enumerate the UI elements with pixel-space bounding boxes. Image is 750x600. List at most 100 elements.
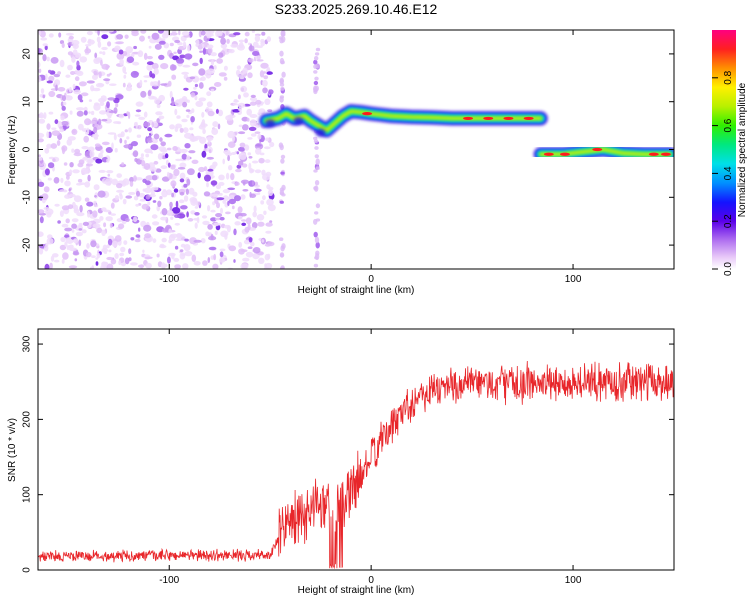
noise-speckle	[200, 238, 206, 244]
noise-speckle	[193, 86, 197, 90]
noise-speckle	[193, 261, 201, 266]
stripe-speckle	[314, 146, 319, 150]
noise-speckle	[195, 39, 200, 47]
noise-speckle	[258, 108, 266, 115]
noise-speckle	[119, 252, 125, 257]
noise-speckle	[249, 114, 258, 118]
stripe-speckle	[279, 253, 285, 258]
noise-speckle	[190, 210, 196, 215]
noise-speckle	[260, 200, 265, 205]
noise-speckle	[125, 46, 133, 54]
noise-speckle	[113, 133, 117, 141]
noise-speckle	[61, 258, 65, 264]
noise-speckle	[101, 141, 110, 146]
noise-speckle	[183, 183, 188, 188]
noise-speckle	[129, 176, 135, 183]
noise-speckle	[142, 249, 145, 253]
stripe-speckle	[315, 47, 321, 52]
noise-speckle	[46, 56, 50, 62]
noise-speckle	[220, 230, 229, 238]
noise-speckle	[51, 127, 57, 130]
noise-speckle	[222, 158, 225, 165]
noise-speckle	[72, 49, 78, 56]
noise-speckle	[73, 89, 81, 95]
noise-speckle	[133, 216, 138, 223]
noise-speckle	[223, 65, 228, 71]
noise-speckle	[169, 64, 176, 71]
noise-speckle	[252, 247, 261, 254]
noise-speckle	[217, 123, 221, 130]
noise-speckle	[214, 230, 218, 235]
noise-speckle	[182, 101, 188, 108]
noise-speckle	[141, 160, 146, 167]
noise-speckle	[61, 105, 66, 111]
noise-speckle	[237, 102, 246, 108]
noise-speckle	[160, 141, 166, 147]
noise-speckle	[46, 143, 52, 149]
stripe-speckle	[314, 56, 319, 61]
x-axis-label-bottom: Height of straight line (km)	[298, 585, 415, 596]
noise-speckle	[197, 201, 201, 206]
noise-speckle	[202, 220, 210, 226]
noise-speckle	[96, 252, 101, 259]
noise-speckle	[106, 101, 110, 109]
noise-speckle	[85, 251, 92, 258]
noise-speckle	[182, 41, 187, 49]
noise-speckle	[173, 168, 180, 177]
noise-speckle	[159, 196, 163, 200]
noise-speckle	[118, 192, 123, 196]
noise-speckle	[74, 70, 82, 74]
noise-speckle	[207, 30, 215, 35]
noise-speckle	[135, 121, 138, 130]
colorbar-tick-label: 0.2	[723, 214, 734, 228]
noise-speckle	[64, 194, 71, 199]
noise-speckle	[124, 71, 127, 75]
noise-speckle	[207, 110, 215, 117]
noise-speckle	[151, 121, 154, 128]
noise-speckle	[59, 210, 64, 218]
noise-speckle	[126, 56, 135, 63]
noise-speckle	[50, 57, 59, 64]
noise-speckle	[116, 173, 122, 179]
stripe-speckle	[315, 63, 320, 69]
noise-speckle	[65, 74, 71, 78]
noise-speckle	[93, 126, 98, 133]
noise-speckle	[147, 201, 151, 206]
noise-speckle	[218, 181, 225, 186]
noise-speckle	[201, 111, 205, 118]
noise-speckle	[90, 240, 97, 248]
noise-speckle	[106, 30, 115, 33]
noise-speckle	[38, 157, 43, 161]
noise-speckle	[241, 124, 249, 131]
noise-speckle	[206, 156, 214, 160]
noise-speckle	[51, 130, 61, 137]
noise-speckle	[238, 215, 243, 220]
noise-speckle	[254, 169, 262, 174]
noise-speckle	[238, 106, 243, 112]
noise-speckle	[92, 74, 98, 80]
noise-speckle	[181, 71, 190, 75]
noise-speckle	[145, 262, 152, 269]
noise-speckle	[120, 246, 126, 253]
noise-speckle	[267, 189, 274, 196]
noise-speckle	[135, 234, 141, 238]
noise-speckle	[122, 51, 128, 56]
noise-speckle	[93, 200, 97, 205]
noise-speckle	[167, 80, 172, 87]
noise-speckle	[159, 137, 163, 142]
noise-speckle	[98, 71, 102, 79]
noise-speckle	[193, 239, 202, 243]
noise-speckle	[38, 231, 44, 237]
noise-speckle	[260, 41, 266, 47]
noise-speckle	[38, 209, 45, 214]
noise-speckle	[240, 249, 248, 253]
noise-speckle	[190, 198, 198, 206]
noise-speckle	[122, 82, 126, 88]
noise-speckle	[114, 148, 118, 153]
noise-speckle	[126, 111, 129, 116]
noise-speckle	[264, 159, 271, 164]
noise-speckle	[173, 188, 179, 193]
noise-speckle	[71, 229, 75, 233]
noise-speckle	[146, 64, 153, 71]
noise-speckle	[86, 80, 95, 84]
